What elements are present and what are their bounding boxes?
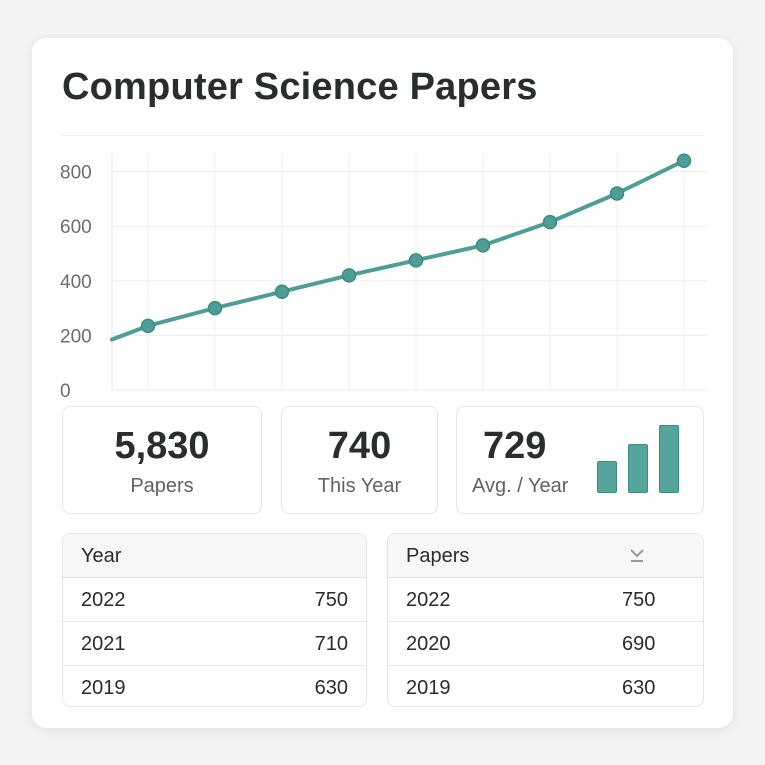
mini-bar [659, 425, 679, 493]
mini-bar-chart [597, 423, 683, 493]
year-column-header[interactable]: Year [81, 545, 122, 567]
stat-this-year-label: This Year [317, 475, 402, 497]
series-line [110, 158, 686, 342]
stat-this-year-value: 740 [327, 425, 392, 467]
data-point [140, 318, 156, 334]
row-year: 2019 [406, 677, 451, 699]
data-point [341, 268, 357, 283]
data-point [274, 284, 290, 299]
year-table: Year 2022 750 2021 710 2019 630 [62, 533, 367, 707]
stat-avg-year: 729 Avg. / Year [456, 406, 704, 514]
row-value: 630 [314, 677, 348, 699]
stat-avg-label: Avg. / Year [472, 475, 569, 497]
dashboard-card: Computer Science Papers 0 200 400 600 800 201… [32, 38, 733, 728]
table-row: 2021 710 [63, 622, 366, 666]
mini-bar [597, 461, 617, 493]
stat-this-year: 740 This Year [281, 406, 438, 514]
row-year: 2021 [81, 633, 126, 655]
stat-total-value: 5,830 [114, 425, 210, 467]
data-point [207, 300, 223, 316]
table-row: 2022 750 [388, 578, 703, 622]
sort-descending-icon[interactable] [628, 546, 646, 564]
data-point [609, 186, 625, 201]
y-tick-label: 600 [60, 217, 92, 238]
table-row: 2022 750 [63, 578, 366, 622]
table-row: 2020 690 [388, 622, 703, 666]
year-table-header[interactable]: Year [63, 534, 366, 578]
stat-avg-value: 729 [483, 425, 547, 467]
row-year: 2022 [81, 589, 126, 611]
data-point [542, 214, 558, 230]
table-row: 2019 630 [388, 666, 703, 706]
mini-bar [628, 444, 648, 493]
data-point [408, 253, 424, 268]
row-value: 690 [622, 633, 656, 655]
papers-line-chart: 0200400600800201620132019202020212022202… [60, 153, 707, 398]
y-tick-label: 400 [60, 272, 92, 293]
stat-total-label: Papers [130, 475, 194, 497]
papers-column-header[interactable]: Papers [406, 545, 470, 567]
papers-table: Papers 2022 750 2020 690 2019 630 [387, 533, 704, 707]
row-year: 2022 [406, 589, 451, 611]
table-row: 2019 630 [63, 666, 366, 706]
data-point [475, 238, 491, 253]
row-value: 750 [622, 589, 656, 611]
row-value: 710 [314, 633, 348, 655]
row-value: 750 [314, 589, 348, 611]
stat-total-papers: 5,830 Papers [62, 406, 262, 514]
row-year: 2020 [406, 633, 451, 655]
row-year: 2019 [81, 677, 126, 699]
y-tick-label: 800 [60, 163, 92, 184]
data-point [676, 153, 692, 168]
row-value: 630 [622, 677, 656, 699]
title-divider [62, 135, 704, 136]
y-tick-label: 200 [60, 326, 92, 347]
y-tick-label: 0 [60, 381, 71, 398]
papers-table-header[interactable]: Papers [388, 534, 703, 578]
page-title: Computer Science Papers [62, 66, 538, 108]
